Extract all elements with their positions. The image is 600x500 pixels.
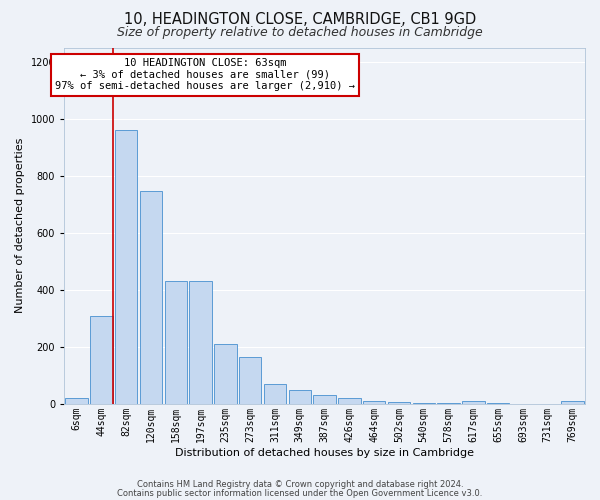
Bar <box>140 192 162 404</box>
Bar <box>264 384 286 404</box>
Bar <box>388 402 410 404</box>
Bar <box>115 130 137 404</box>
Bar <box>190 282 212 404</box>
Bar <box>562 401 584 404</box>
Text: Contains HM Land Registry data © Crown copyright and database right 2024.: Contains HM Land Registry data © Crown c… <box>137 480 463 489</box>
X-axis label: Distribution of detached houses by size in Cambridge: Distribution of detached houses by size … <box>175 448 474 458</box>
Text: 10 HEADINGTON CLOSE: 63sqm
← 3% of detached houses are smaller (99)
97% of semi-: 10 HEADINGTON CLOSE: 63sqm ← 3% of detac… <box>55 58 355 92</box>
Bar <box>164 282 187 404</box>
Bar <box>239 357 262 404</box>
Bar <box>214 344 236 404</box>
Y-axis label: Number of detached properties: Number of detached properties <box>15 138 25 314</box>
Bar <box>65 398 88 404</box>
Bar <box>462 401 485 404</box>
Bar <box>413 403 435 404</box>
Bar <box>363 401 385 404</box>
Bar <box>338 398 361 404</box>
Text: Contains public sector information licensed under the Open Government Licence v3: Contains public sector information licen… <box>118 488 482 498</box>
Text: Size of property relative to detached houses in Cambridge: Size of property relative to detached ho… <box>117 26 483 39</box>
Bar <box>289 390 311 404</box>
Text: 10, HEADINGTON CLOSE, CAMBRIDGE, CB1 9GD: 10, HEADINGTON CLOSE, CAMBRIDGE, CB1 9GD <box>124 12 476 28</box>
Bar <box>313 396 336 404</box>
Bar <box>90 316 113 404</box>
